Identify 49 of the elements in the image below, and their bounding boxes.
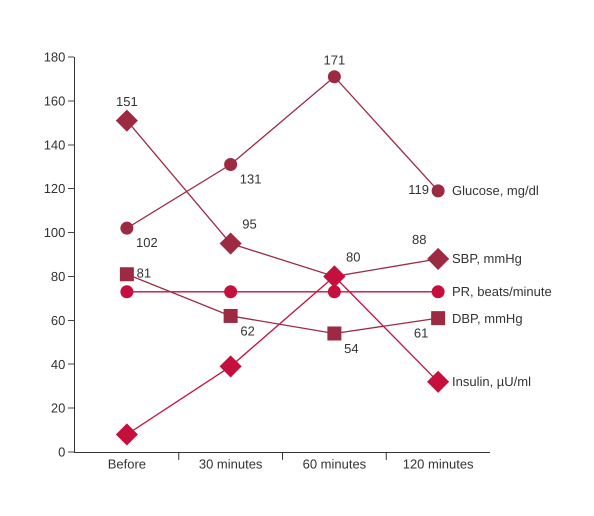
data-label: 119 — [408, 182, 430, 198]
series-label: Glucose, mg/dl — [452, 183, 539, 198]
data-label: 80 — [346, 250, 360, 265]
point — [220, 232, 242, 255]
point — [120, 222, 134, 235]
y-tick-label: 60 — [50, 312, 66, 328]
data-label: 61 — [414, 326, 428, 341]
point — [432, 285, 445, 298]
x-tick-label: 30 minutes — [198, 456, 263, 472]
data-label: 62 — [240, 323, 255, 338]
x-tick-label: 60 minutes — [302, 456, 367, 472]
y-tick-label: 160 — [44, 93, 66, 108]
point — [328, 285, 341, 298]
series-label: PR, beats/minute — [452, 284, 552, 299]
point — [328, 70, 341, 84]
point — [431, 311, 446, 326]
y-tick-label: 80 — [50, 268, 66, 284]
y-tick-label: 0 — [58, 444, 66, 460]
data-label: 95 — [242, 216, 257, 232]
y-tick-label: 20 — [50, 400, 66, 416]
y-tick-label: 40 — [50, 356, 66, 372]
series-label: SBP, mmHg — [452, 251, 522, 266]
point — [120, 267, 134, 282]
point — [427, 248, 450, 270]
point — [224, 308, 238, 323]
data-label: 102 — [136, 235, 158, 250]
point — [327, 326, 342, 340]
data-label: 81 — [136, 266, 152, 280]
point — [224, 158, 238, 172]
y-tick-label: 140 — [44, 137, 66, 152]
data-label: 54 — [344, 341, 359, 356]
point — [120, 285, 134, 298]
point — [432, 184, 445, 198]
series-label: DBP, mmHg — [452, 311, 523, 326]
point — [116, 423, 138, 446]
point — [427, 370, 450, 393]
data-label: 131 — [240, 171, 262, 186]
y-tick-label: 100 — [44, 225, 66, 240]
point — [224, 285, 238, 298]
point — [116, 110, 138, 132]
x-tick-label: 120 minutes — [402, 456, 474, 472]
point — [220, 355, 242, 378]
data-label: 88 — [412, 232, 427, 248]
x-tick-label: Before — [108, 456, 146, 472]
data-label: 151 — [116, 94, 138, 109]
y-tick-label: 180 — [44, 50, 66, 65]
y-tick-label: 120 — [44, 181, 66, 196]
series-label: Insulin, µU/ml — [452, 374, 532, 389]
data-label: 171 — [324, 52, 346, 68]
